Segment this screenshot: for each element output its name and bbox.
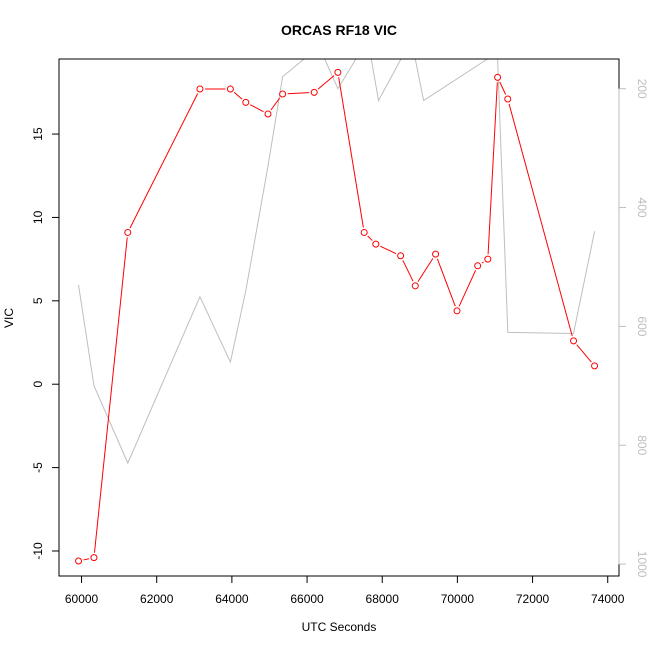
x-axis-label: UTC Seconds: [302, 620, 377, 634]
x-tick-label: 66000: [290, 592, 324, 606]
series-primary-segment: [249, 104, 264, 113]
y2-tick-label: 600: [635, 316, 649, 336]
chart-title: ORCAS RF18 VIC: [281, 22, 397, 38]
series-primary-segment: [508, 103, 573, 337]
series-primary-point: [591, 362, 599, 370]
series-primary-point: [372, 240, 380, 248]
series-primary-segment: [93, 237, 128, 553]
series-primary-segment: [458, 270, 477, 307]
x-axis: 60000 62000 64000 66000 68000 70000 72000 74000: [65, 575, 625, 606]
series-primary-point: [397, 252, 405, 260]
series-primary-point: [474, 262, 482, 270]
series-primary-segment: [317, 75, 335, 90]
series-primary-point: [75, 557, 83, 565]
series-primary-point: [90, 554, 98, 562]
series-primary-point: [124, 228, 132, 236]
series-primary-point: [196, 85, 204, 93]
x-tick-label: 68000: [366, 592, 400, 606]
y2-tick-label: 400: [635, 198, 649, 218]
x-tick-label: 74000: [591, 592, 625, 606]
x-tick-label: 70000: [441, 592, 475, 606]
series-primary-point: [334, 68, 342, 76]
y-axis: -10 -5 0 5 10 15: [31, 127, 60, 560]
series-primary-segment: [402, 260, 414, 282]
series-primary-point: [360, 228, 368, 236]
y-tick-label: 10: [31, 210, 45, 224]
series-primary-segment: [417, 258, 434, 282]
y-tick-label: 15: [31, 127, 45, 141]
series-primary-point: [411, 282, 419, 290]
series-primary-point: [264, 110, 272, 118]
series-primary-segment: [367, 235, 373, 241]
y-tick-label: -5: [31, 462, 45, 473]
y2-axis: 200 400 600 800 1000: [618, 79, 649, 578]
x-tick-label: 60000: [65, 592, 99, 606]
series-primary-point: [484, 255, 492, 263]
series-primary-segment: [380, 245, 397, 255]
series-primary-point: [453, 307, 461, 315]
series-primary-segment: [487, 82, 498, 255]
series-primary-segment: [481, 261, 484, 264]
series-primary-segment: [129, 93, 199, 229]
series-primary-segment: [499, 81, 507, 95]
series-primary-point: [570, 337, 578, 345]
series-primary-point: [432, 250, 440, 258]
x-tick-label: 72000: [516, 592, 550, 606]
series-primary-point: [494, 73, 502, 81]
series-primary-segment: [287, 92, 310, 95]
y2-tick-label: 800: [635, 435, 649, 455]
series-primary-segment: [233, 91, 243, 100]
series-primary-segment: [338, 77, 364, 228]
series-primary-segment: [83, 558, 90, 561]
series-primary-segment: [436, 258, 456, 307]
y-tick-label: 0: [31, 381, 45, 388]
x-tick-label: 64000: [215, 592, 249, 606]
x-tick-label: 62000: [140, 592, 174, 606]
series-primary-segment: [576, 344, 592, 363]
y-axis-label: VIC: [2, 308, 16, 328]
series-primary-point: [279, 90, 287, 98]
series-primary-line: [75, 68, 599, 565]
y2-tick-label: 1000: [635, 551, 649, 578]
y-tick-label: -10: [31, 542, 45, 560]
series-primary-point: [226, 85, 234, 93]
series-primary-point: [310, 88, 318, 96]
y-tick-label: 5: [31, 297, 45, 304]
series-primary-segment: [270, 97, 281, 111]
series-primary-point: [242, 98, 250, 106]
y2-tick-label: 200: [635, 79, 649, 99]
series-primary-point: [504, 95, 512, 103]
